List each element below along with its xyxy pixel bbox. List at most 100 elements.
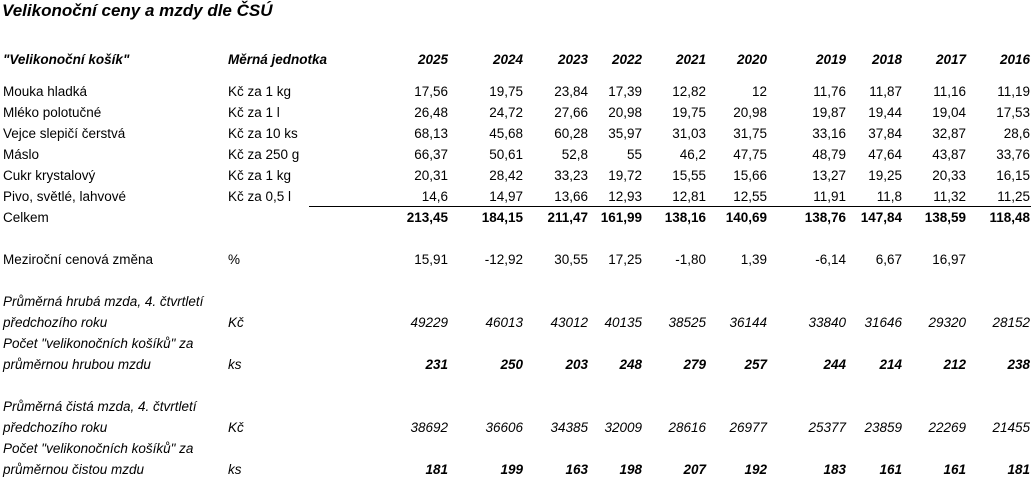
total-cell: 213,45 — [406, 210, 448, 225]
net-wage-cell: 32009 — [604, 420, 642, 435]
table-row: Vejce slepičí čerstvá Kč za 10 ks 68,13 … — [0, 123, 1033, 144]
gross-wage-cell: 33840 — [808, 315, 846, 330]
total-label: Celkem — [3, 210, 49, 225]
price-cell: 11,8 — [876, 189, 902, 204]
gross-wage-cell: 29320 — [928, 315, 966, 330]
price-cell: 12 — [751, 84, 767, 99]
price-cell: 17,53 — [996, 105, 1030, 120]
price-cell: 11,76 — [813, 84, 846, 99]
gross-count-cell: 248 — [619, 357, 642, 372]
change-cell: 17,25 — [608, 252, 642, 267]
net-wage-label-row: Průměrná čistá mzda, 4. čtvrtletí — [0, 396, 1033, 417]
net-count-cell: 163 — [565, 462, 588, 477]
gross-wage-cell: 40135 — [604, 315, 642, 330]
price-cell: 66,37 — [414, 147, 448, 162]
price-cell: 12,81 — [672, 189, 706, 204]
price-cell: 55 — [626, 147, 642, 162]
net-wage-cell: 34385 — [550, 420, 588, 435]
net-count-cell: 181 — [425, 462, 448, 477]
price-cell: 19,04 — [932, 105, 966, 120]
gross-count-cell: 231 — [425, 357, 448, 372]
header-year: 2021 — [675, 52, 706, 67]
price-cell: 24,72 — [489, 105, 523, 120]
gross-count-cell: 214 — [879, 357, 902, 372]
header-year: 2018 — [871, 52, 902, 67]
price-cell: 19,44 — [868, 105, 902, 120]
net-count-cell: 198 — [619, 462, 642, 477]
gross-wage-row: předchozího roku Kč 49229 46013 43012 40… — [0, 312, 1033, 333]
change-cell: 15,91 — [414, 252, 448, 267]
change-cell: -12,92 — [484, 252, 523, 267]
price-cell: 23,84 — [554, 84, 588, 99]
table-row: Máslo Kč za 250 g 66,37 50,61 52,8 55 46… — [0, 144, 1033, 165]
gross-wage-cell: 46013 — [485, 315, 523, 330]
change-cell: 16,97 — [932, 252, 966, 267]
price-cell: 11,91 — [813, 189, 846, 204]
header-year: 2025 — [417, 52, 448, 67]
total-cell: 118,48 — [989, 210, 1030, 225]
gross-wage-cell: 28152 — [992, 315, 1030, 330]
change-cell: -6,14 — [815, 252, 846, 267]
price-cell: 11,25 — [997, 189, 1030, 204]
price-cell: 19,75 — [489, 84, 523, 99]
total-cell: 138,59 — [924, 210, 966, 225]
price-cell: 15,55 — [672, 168, 706, 183]
price-cell: 19,72 — [608, 168, 642, 183]
net-count-cell: 199 — [500, 462, 523, 477]
price-cell: 19,87 — [812, 105, 846, 120]
price-cell: 19,75 — [672, 105, 706, 120]
net-wage-cell: 23859 — [864, 420, 902, 435]
total-cell: 140,69 — [725, 210, 767, 225]
header-year: 2017 — [935, 52, 966, 67]
price-cell: 12,55 — [733, 189, 767, 204]
price-cell: 68,13 — [414, 126, 448, 141]
net-count-cell: 161 — [943, 462, 966, 477]
price-cell: 52,8 — [561, 147, 588, 162]
net-wage-cell: 25377 — [808, 420, 846, 435]
price-cell: 15,66 — [733, 168, 767, 183]
price-cell: 45,68 — [489, 126, 523, 141]
price-cell: 26,48 — [414, 105, 448, 120]
net-wage-cell: 26977 — [729, 420, 767, 435]
net-count-row: průměrnou čistou mzdu ks 181 199 163 198… — [0, 459, 1033, 480]
item-name: Vejce slepičí čerstvá — [3, 126, 126, 141]
gross-wage-cell: 49229 — [410, 315, 448, 330]
change-cell: 6,67 — [875, 252, 902, 267]
net-wage-unit: Kč — [228, 420, 244, 435]
price-cell: 47,75 — [733, 147, 767, 162]
gross-count-cell: 238 — [1007, 357, 1030, 372]
header-year: 2024 — [492, 52, 523, 67]
gross-wage-cell: 36144 — [729, 315, 767, 330]
price-cell: 11,19 — [997, 84, 1030, 99]
price-cell: 20,33 — [932, 168, 966, 183]
price-cell: 46,2 — [679, 147, 706, 162]
total-cell: 211,47 — [547, 210, 588, 225]
gross-count-label-line1: Počet "velikonočních košíků" za — [3, 336, 194, 351]
gross-count-cell: 257 — [744, 357, 767, 372]
total-cell: 161,99 — [600, 210, 642, 225]
price-cell: 11,32 — [933, 189, 966, 204]
gross-wage-label-line2: předchozího roku — [3, 315, 108, 330]
gross-count-unit: ks — [228, 357, 242, 372]
net-count-label-line2: průměrnou čistou mzdu — [3, 462, 145, 477]
net-wage-cell: 36606 — [485, 420, 523, 435]
item-unit: Kč za 250 g — [228, 147, 300, 162]
price-cell: 20,98 — [608, 105, 642, 120]
header-row: "Velikonoční košík" Měrná jednotka 2025 … — [0, 49, 1033, 70]
price-cell: 48,79 — [812, 147, 846, 162]
net-wage-label-line1: Průměrná čistá mzda, 4. čtvrtletí — [3, 399, 197, 414]
price-cell: 20,98 — [733, 105, 767, 120]
change-unit: % — [228, 252, 241, 267]
header-year: 2019 — [815, 52, 846, 67]
price-cell: 50,61 — [489, 147, 523, 162]
header-year: 2020 — [736, 52, 767, 67]
net-wage-row: předchozího roku Kč 38692 36606 34385 32… — [0, 417, 1033, 438]
price-cell: 47,64 — [868, 147, 902, 162]
total-cell: 138,76 — [804, 210, 846, 225]
gross-wage-label-line1: Průměrná hrubá mzda, 4. čtvrtletí — [3, 294, 204, 309]
gross-count-cell: 212 — [943, 357, 966, 372]
header-year: 2016 — [999, 52, 1030, 67]
net-count-cell: 183 — [823, 462, 846, 477]
gross-count-cell: 203 — [565, 357, 588, 372]
price-cell: 35,97 — [608, 126, 642, 141]
